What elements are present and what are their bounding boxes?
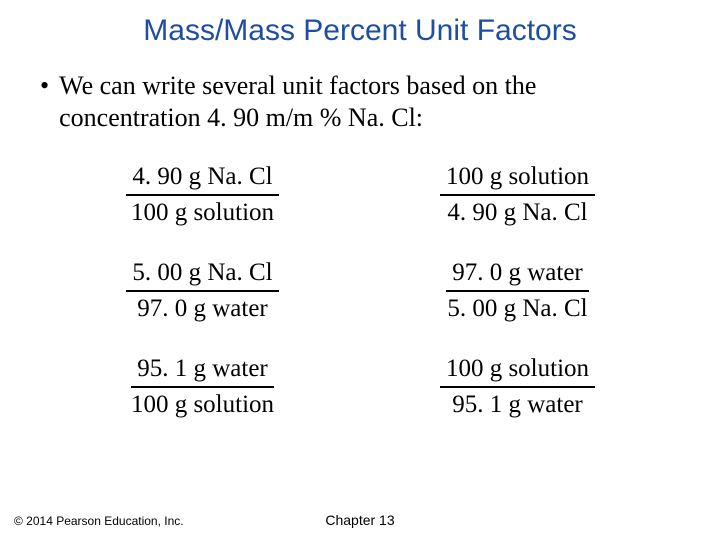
fraction-numerator: 97. 0 g water [446, 258, 589, 292]
fraction-numerator: 4. 90 g Na. Cl [126, 162, 278, 196]
slide-title: Mass/Mass Percent Unit Factors [0, 0, 720, 58]
bullet-marker: • [36, 70, 59, 102]
fraction-denominator: 5. 00 g Na. Cl [410, 292, 625, 324]
fraction-denominator: 97. 0 g water [95, 292, 310, 324]
fraction-denominator: 95. 1 g water [410, 388, 625, 420]
fraction-denominator: 100 g solution [95, 196, 310, 228]
fractions-grid: 4. 90 g Na. Cl 100 g solution 100 g solu… [95, 162, 625, 420]
fraction: 100 g solution 4. 90 g Na. Cl [410, 162, 625, 228]
bullet-text: We can write several unit factors based … [59, 70, 684, 134]
fraction-denominator: 4. 90 g Na. Cl [410, 196, 625, 228]
chapter-label: Chapter 13 [0, 512, 720, 528]
fraction-numerator: 100 g solution [440, 354, 595, 388]
fraction-numerator: 95. 1 g water [131, 354, 274, 388]
fraction: 100 g solution 95. 1 g water [410, 354, 625, 420]
fraction-numerator: 5. 00 g Na. Cl [126, 258, 278, 292]
fraction-denominator: 100 g solution [95, 388, 310, 420]
fraction: 5. 00 g Na. Cl 97. 0 g water [95, 258, 310, 324]
fraction: 95. 1 g water 100 g solution [95, 354, 310, 420]
fraction-numerator: 100 g solution [440, 162, 595, 196]
fraction: 97. 0 g water 5. 00 g Na. Cl [410, 258, 625, 324]
fraction: 4. 90 g Na. Cl 100 g solution [95, 162, 310, 228]
bullet-block: • We can write several unit factors base… [0, 58, 720, 134]
